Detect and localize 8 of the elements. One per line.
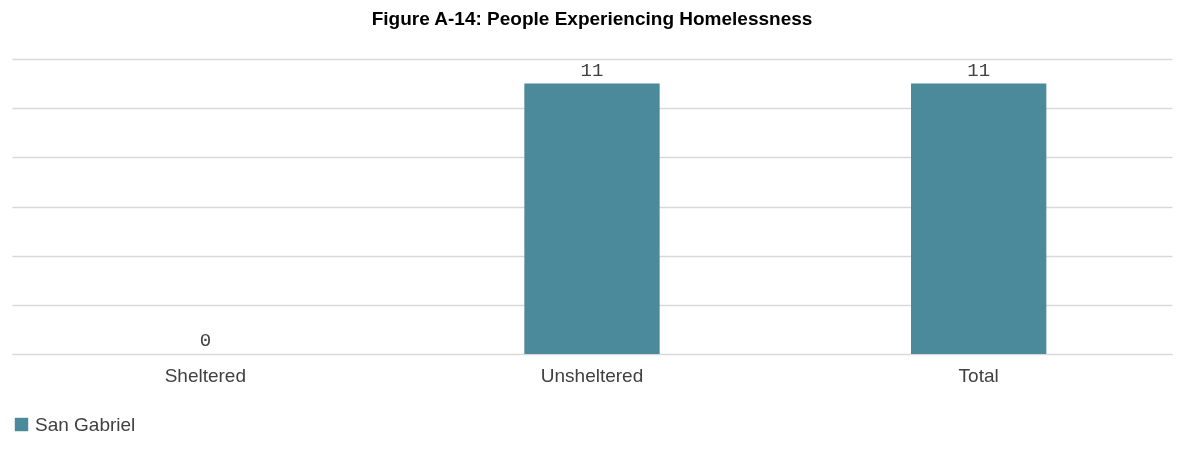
data-label: 11 (967, 59, 991, 82)
x-tick-label: Total (958, 364, 999, 386)
chart-title: Figure A-14: People Experiencing Homelessness (371, 8, 813, 29)
x-tick-label: Sheltered (164, 364, 247, 386)
x-tick-label: Unsheltered (540, 364, 644, 386)
legend-label: San Gabriel (35, 413, 136, 435)
data-label: 0 (199, 330, 212, 352)
data-label: 11 (580, 59, 604, 82)
